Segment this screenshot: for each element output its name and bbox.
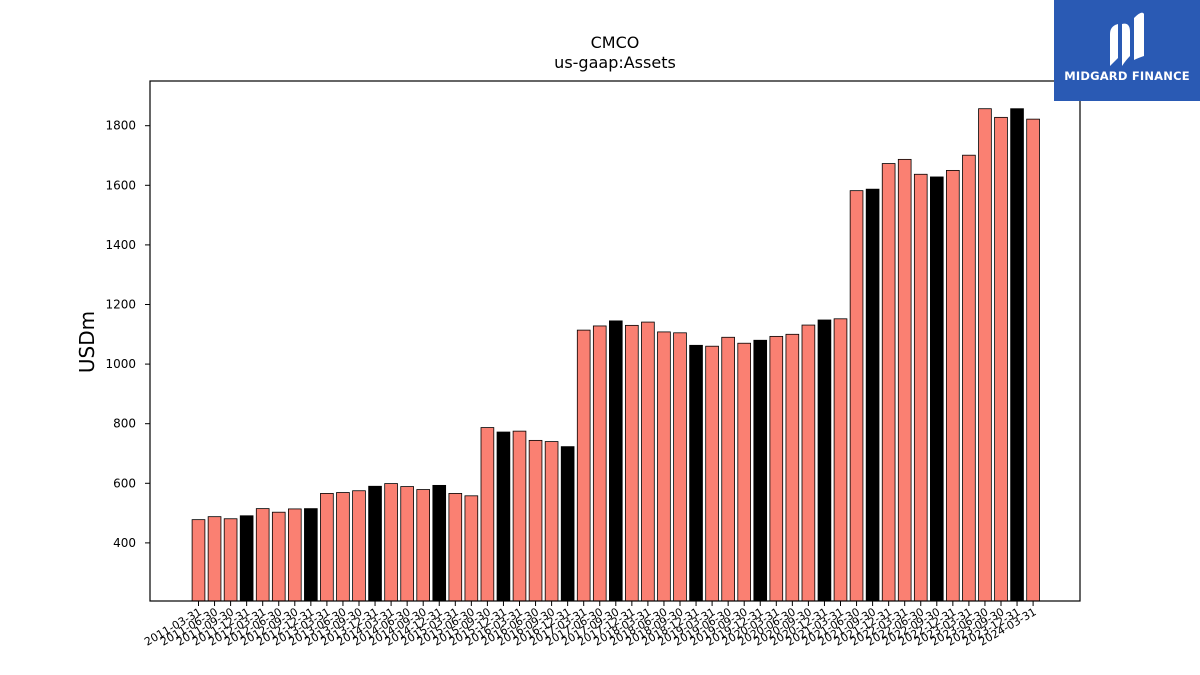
- bar: [223, 518, 238, 602]
- y-tick-label: 800: [113, 417, 136, 431]
- bar: [352, 490, 366, 602]
- bar: [496, 431, 511, 602]
- y-tick-label: 1600: [105, 178, 136, 192]
- bar: [512, 430, 527, 602]
- bar: [962, 154, 976, 602]
- bar: [865, 188, 880, 602]
- bar: [592, 325, 607, 602]
- bars-group: [191, 108, 1040, 602]
- bar: [817, 319, 832, 602]
- bar: [448, 493, 463, 602]
- bar: [271, 511, 286, 602]
- chart-title: CMCO: [591, 33, 640, 52]
- bar: [1010, 108, 1024, 602]
- bar: [560, 446, 575, 602]
- y-tick-label: 400: [113, 536, 136, 550]
- bar: [897, 158, 912, 602]
- bar: [978, 108, 992, 602]
- bar: [913, 173, 928, 602]
- bar: [336, 492, 350, 602]
- bar: [384, 483, 398, 602]
- bar: [255, 508, 270, 602]
- bar: [528, 439, 543, 602]
- midgard-finance-logo: MIDGARD FINANCE: [1054, 0, 1200, 101]
- bar: [641, 321, 655, 602]
- bar: [721, 336, 735, 602]
- bar: [705, 345, 719, 602]
- y-tick-label: 1400: [105, 238, 136, 252]
- bar: [287, 508, 302, 602]
- bar: [753, 339, 768, 602]
- x-axis-ticks: 2011-03-312011-06-302011-09-302011-12-31…: [142, 601, 1039, 649]
- bar: [930, 176, 944, 602]
- bar: [689, 344, 703, 602]
- bar: [416, 489, 430, 602]
- bar: [1026, 118, 1040, 602]
- bar: [544, 441, 559, 602]
- bar: [994, 116, 1008, 602]
- logo-text: MIDGARD FINANCE: [1064, 69, 1190, 83]
- plot-frame: [149, 80, 1081, 602]
- bar: [480, 427, 495, 602]
- y-tick-label: 1000: [105, 357, 136, 371]
- bar: [464, 495, 479, 602]
- bar: [737, 342, 751, 602]
- bar: [673, 332, 687, 602]
- bar: [833, 318, 848, 602]
- bar: [239, 515, 254, 602]
- bar: [320, 493, 334, 602]
- y-axis-label: USDm: [75, 311, 99, 373]
- bar: [785, 333, 800, 602]
- bar: [946, 169, 960, 602]
- bar: [657, 331, 671, 602]
- midgard-m-icon: [1110, 12, 1144, 66]
- bar: [801, 324, 816, 602]
- bar: [609, 320, 623, 602]
- y-axis-ticks: 400 600 800 1000 1200 1400 1600 1800: [105, 119, 150, 550]
- chart-subtitle: us-gaap:Assets: [554, 53, 676, 72]
- bar: [304, 508, 318, 602]
- bar: [881, 163, 896, 602]
- bar: [400, 486, 414, 602]
- bar: [368, 485, 382, 602]
- bar: [849, 190, 864, 602]
- bar: [207, 516, 222, 602]
- y-tick-label: 1200: [105, 297, 136, 311]
- bar: [432, 484, 447, 602]
- bar: [769, 335, 784, 602]
- bar: [625, 324, 639, 602]
- y-tick-label: 600: [113, 476, 136, 490]
- y-tick-label: 1800: [105, 119, 136, 133]
- bar: [576, 329, 591, 602]
- bar: [191, 519, 206, 602]
